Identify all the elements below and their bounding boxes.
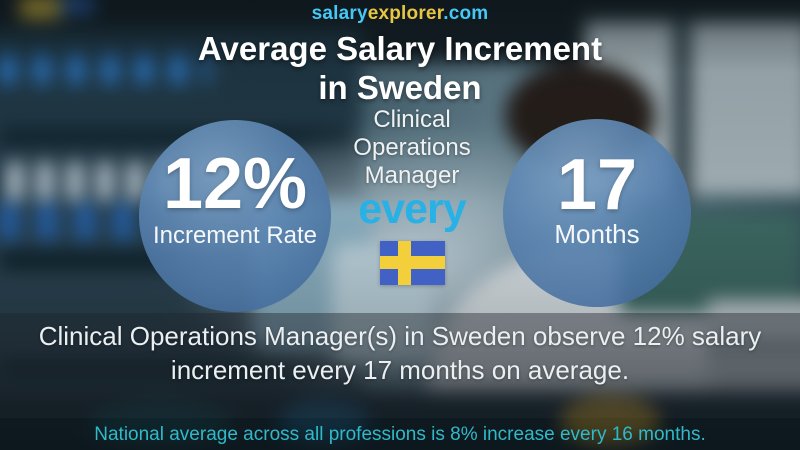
logo-part-explorer: explorer [367,3,444,24]
job-title-line1: Clinical [373,106,451,133]
months-circle: 17 Months [503,119,691,307]
page-title: Average Salary Increment in Sweden [0,29,800,107]
every-label: every [358,185,466,233]
national-average-footnote: National average across all professions … [94,424,706,445]
flag-cross-horizontal [380,256,445,269]
summary-line2: increment every 17 months on average. [170,355,630,385]
sweden-flag-icon [380,241,445,285]
page-title-line1: Average Salary Increment [197,30,603,67]
site-logo: salaryexplorer.com [0,3,800,25]
summary-backdrop-band [0,313,800,418]
footnote-backdrop-band [0,418,800,450]
summary-line1: Clinical Operations Manager(s) in Sweden… [38,321,762,351]
job-title-line3: Manager [364,162,460,189]
increment-rate-label: Increment Rate [152,222,318,249]
increment-rate-value: 12% [162,144,308,224]
job-title: Clinical Operations Manager [302,106,522,190]
summary-text: Clinical Operations Manager(s) in Sweden… [0,319,800,387]
increment-rate-circle: 12% Increment Rate [139,120,331,312]
months-label: Months [554,219,640,249]
months-value: 17 [556,145,638,225]
logo-part-com: .com [443,3,489,24]
logo-part-salary: salary [311,3,368,24]
job-title-line2: Operations [353,134,471,161]
page-title-line2: in Sweden [318,69,482,106]
